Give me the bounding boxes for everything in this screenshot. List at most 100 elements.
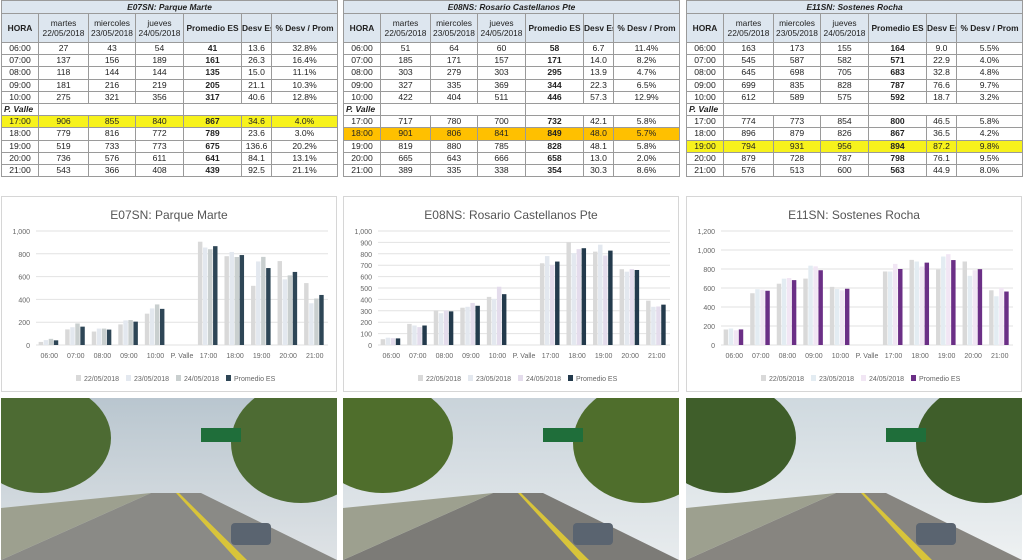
table-cell: 279 [430,66,478,80]
bar-23-05-2018 [651,306,656,345]
table-cell: 931 [773,139,821,153]
bar-24-05-2018 [760,289,765,345]
table-title: E07SN: Parque Marte [0,0,339,14]
bar-22-05-2018 [118,324,123,345]
table-cell: 785 [477,139,526,153]
table-cell: 906 [38,115,89,129]
bar-22-05-2018 [619,269,625,345]
legend-label: 23/05/2018 [476,376,511,383]
road-sign [886,428,926,442]
bar-23-05-2018 [544,256,550,345]
table-cell: 589 [773,90,821,104]
legend-label: 22/05/2018 [426,376,461,383]
column-header: martes 22/05/2018 [38,13,89,43]
table-row: 06:00 51 64 60 58 6.7 11.4% [343,41,681,56]
table-cell: 335 [430,163,478,178]
bar-promedio-es [951,260,956,345]
column-header-text: martes [735,18,762,28]
y-tick-label: 200 [18,320,30,327]
legend-swatch [761,375,766,381]
table-cell: 84.1 [241,151,272,165]
table-row: 17:00 774 773 854 800 46.5 5.8% [686,115,1024,129]
lane-marking [176,493,247,560]
legend-label: 24/05/2018 [184,376,219,383]
bar-promedio-es [791,280,797,345]
bar-22-05-2018 [460,307,465,345]
table-cell: 816 [88,127,136,141]
table-cell: 275 [38,90,89,104]
table-cell: 57.3 [583,90,614,104]
table-row: 21:00 389 335 338 354 30.3 8.6% [343,163,681,178]
bar-promedio-es [292,271,298,345]
legend-swatch [861,375,866,381]
column-header: jueves 24/05/2018 [477,13,526,43]
table-cell: 335 [430,78,478,92]
bar-22-05-2018 [723,329,729,345]
column-header: jueves 24/05/2018 [820,13,869,43]
table-cell: 20:00 [1,151,39,165]
station-panel-e08ns: E08NS: Rosario Castellanos Pte HORA martes… [342,0,681,560]
table-row: 09:00 181 216 219 205 21.1 10.3% [1,78,339,92]
table-cell: 18:00 [686,127,724,141]
table-cell: 19:00 [686,139,724,153]
p-valle-label: P. Valle [1,102,39,117]
table-row: 20:00 665 643 666 658 13.0 2.0% [343,151,681,165]
table-row: 08:00 303 279 303 295 13.9 4.7% [343,66,681,80]
table-cell: 879 [773,127,821,141]
column-header-text: 23/05/2018 [91,28,133,38]
table-cell: 219 [135,78,184,92]
table-cell: 787 [820,151,869,165]
table-cell: 9.0 [926,41,957,56]
table-cell: 10:00 [686,90,724,104]
table-cell: 30.3 [583,163,614,178]
table-row: 21:00 576 513 600 563 44.9 8.0% [686,163,1024,178]
table-cell: 54 [135,41,184,56]
table-cell: 8.2% [612,54,681,68]
table-cell: 511 [477,90,526,104]
table-cell: 327 [380,78,431,92]
table-cell: 366 [88,163,136,178]
table-cell: 32.8% [270,41,339,56]
table-row: 20:00 879 728 787 798 76.1 9.5% [686,151,1024,165]
bar-22-05-2018 [962,261,968,345]
column-header-text: 24/05/2018 [480,28,523,38]
tree [916,398,1022,503]
table-cell: 806 [430,127,478,141]
table-cell: 4.7% [612,66,681,80]
x-tick-label: 20:00 [621,353,639,360]
table-cell: 774 [723,115,774,129]
table-cell: 867 [868,127,927,141]
legend-swatch [126,375,131,381]
bar-24-05-2018 [208,249,213,345]
table-cell: 87.2 [926,139,957,153]
table-cell: 699 [723,78,774,92]
bar-24-05-2018 [603,255,608,345]
table-cell: 519 [38,139,89,153]
table-cell: 611 [135,151,184,165]
x-tick-label: 19:00 [595,353,613,360]
bar-promedio-es [448,311,454,345]
bar-chart: E08NS: Rosario Castellanos Pte 0 100 200 300… [343,196,679,392]
bar-promedio-es [765,290,770,345]
bar-23-05-2018 [808,265,813,345]
bar-22-05-2018 [909,259,914,345]
table-cell: 13.1% [270,151,339,165]
table-cell: 40.6 [241,90,272,104]
bar-24-05-2018 [261,256,266,345]
bar-23-05-2018 [728,328,734,345]
bar-promedio-es [818,270,823,345]
table-row: 09:00 699 835 828 787 76.6 9.7% [686,78,1024,92]
bar-24-05-2018 [75,323,80,345]
table-cell: 41 [183,41,242,56]
y-tick-label: 200 [703,324,715,331]
table-cell: 665 [380,151,431,165]
table-cell: 06:00 [686,41,724,56]
bar-promedio-es [501,294,507,345]
table-cell: 295 [525,66,584,80]
y-tick-label: 500 [360,286,372,293]
table-cell: 717 [380,115,431,129]
y-tick-label: 200 [360,320,372,327]
legend-label: Promedio ES [919,376,961,383]
table-cell: 10.3% [270,78,339,92]
bar-22-05-2018 [776,283,782,345]
